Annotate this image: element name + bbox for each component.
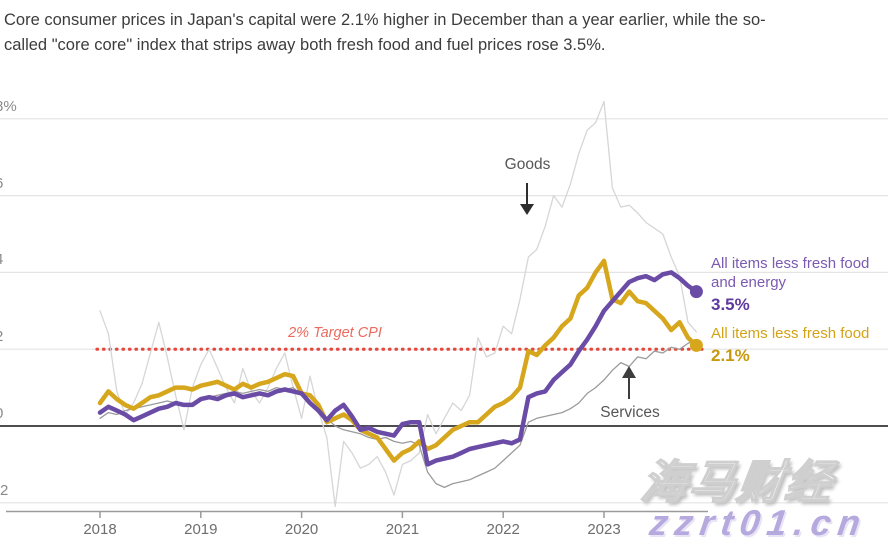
chart-description-line-1: Core consumer prices in Japan's capital … [4,11,766,29]
target-cpi-label: 2% Target CPI [288,325,382,341]
legend-core-core-value: 3.5% [711,295,750,314]
series-line-goods [99,100,698,508]
x-axis-label-2023: 2023 [587,521,621,538]
services-annotation-label: Services [600,404,660,421]
chart-description-line-2: called "core core" index that strips awa… [4,36,606,54]
legend-core-value: 2.1% [711,346,750,365]
x-axis-label-2018: 2018 [83,521,117,538]
legend-core-label-line1: All items less fresh food [711,325,870,342]
y-axis-label-0: 0 [0,405,3,422]
y-axis-label-2: 2 [0,328,3,345]
y-axis-label--2: -2 [0,481,9,499]
series-line-core [97,258,699,463]
services-arrow-up-icon [622,366,636,378]
legend-core: All items less fresh food 2.1% [711,324,888,366]
x-axis-label-2019: 2019 [184,521,218,538]
chart-description: Core consumer prices in Japan's capital … [4,8,884,58]
y-axis-label-4: 4 [0,251,3,268]
y-axis-label-8%: 8% [0,97,17,115]
legend-core-core: All items less fresh food and energy 3.5… [711,254,888,315]
goods-arrow-down-icon [520,204,534,215]
x-axis-label-2022: 2022 [486,521,520,538]
series-end-dot-corecore [689,285,703,299]
y-axis-label-6: 6 [0,175,3,192]
x-axis-label-2021: 2021 [385,521,420,538]
series-line-corecore [97,270,699,467]
goods-annotation-label: Goods [504,156,551,173]
legend-core-core-label-line1: All items less fresh food [711,255,870,272]
x-axis-label-2020: 2020 [284,521,319,538]
legend-core-core-label-line2: and energy [711,274,787,291]
watermark-url: zzrt01.cn [647,502,871,543]
series-end-dot-core [689,338,703,352]
